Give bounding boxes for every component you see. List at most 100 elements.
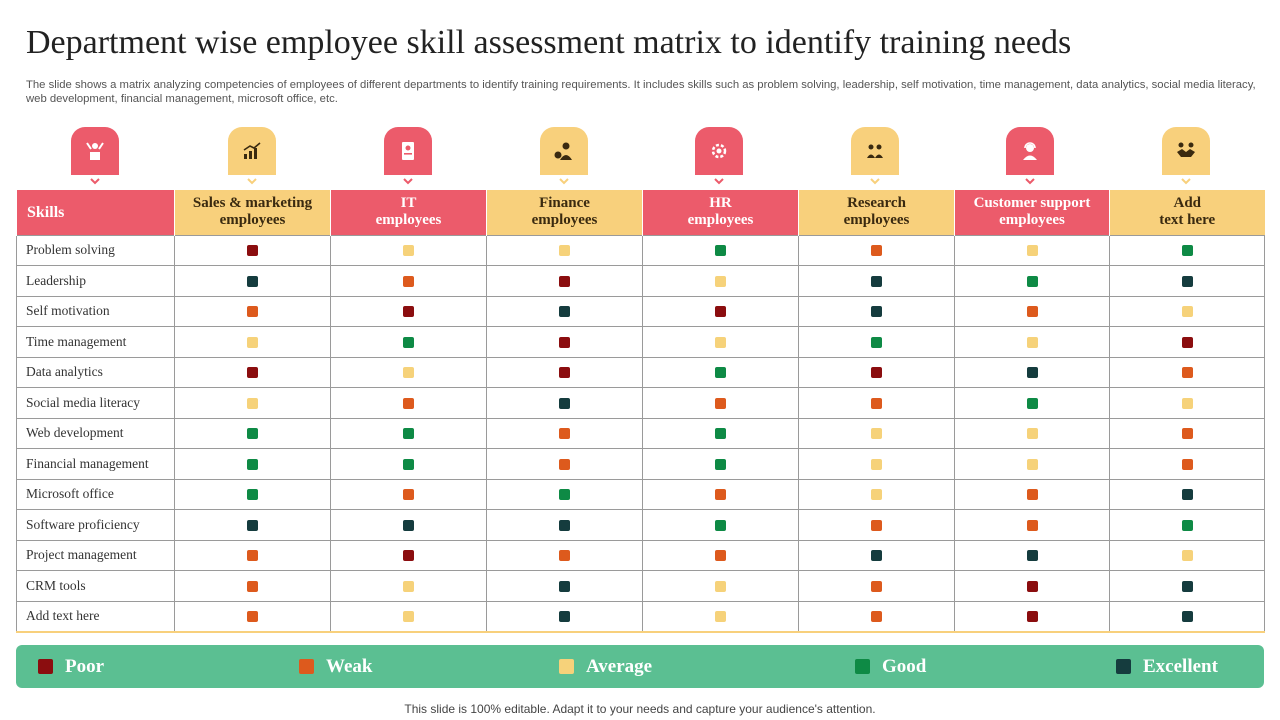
chevron-down-icon	[403, 178, 413, 185]
column-header-line1: Finance	[539, 195, 590, 212]
chevron-down-icon	[1025, 178, 1035, 185]
rating-cell	[486, 478, 643, 510]
column-header-line1: HR	[709, 195, 732, 212]
table-row: Software proficiency	[16, 509, 1265, 541]
legend-item-good: Good	[855, 645, 926, 688]
legend-label: Excellent	[1143, 655, 1218, 677]
skill-label: CRM tools	[16, 570, 175, 602]
rating-excellent-marker	[559, 580, 570, 592]
rating-cell	[174, 234, 331, 266]
rating-cell	[1109, 570, 1265, 602]
rating-good-marker	[247, 489, 258, 501]
rating-average-marker	[715, 275, 726, 287]
rating-cell	[954, 478, 1110, 510]
rating-cell	[330, 600, 487, 633]
table-row: Microsoft office	[16, 478, 1265, 510]
rating-average-marker	[715, 336, 726, 348]
rating-cell	[642, 570, 799, 602]
chevron-down-icon	[559, 178, 569, 185]
rating-cell	[1109, 356, 1265, 388]
table-row: Problem solving	[16, 234, 1265, 266]
rating-average-marker	[1026, 428, 1038, 440]
legend-label: Weak	[326, 655, 373, 677]
table-row: Financial management	[16, 448, 1265, 480]
rating-cell	[1109, 326, 1265, 358]
rating-cell	[330, 265, 487, 297]
rating-cell	[954, 448, 1110, 480]
table-body: Problem solving Leadership Self motivation…	[16, 234, 1265, 633]
rating-cell	[174, 600, 331, 633]
presenter-icon	[86, 142, 104, 160]
rating-cell	[954, 570, 1110, 602]
rating-cell	[954, 600, 1110, 633]
rating-cell	[954, 539, 1110, 571]
legend-item-excellent: Excellent	[1116, 645, 1218, 688]
rating-cell	[330, 234, 487, 266]
rating-weak-marker	[403, 275, 414, 287]
rating-weak-marker	[247, 610, 258, 622]
legend-item-weak: Weak	[299, 645, 372, 688]
rating-weak-marker	[871, 610, 882, 622]
table-row: Project management	[16, 539, 1265, 571]
rating-excellent-marker	[871, 275, 882, 287]
rating-cell	[486, 539, 643, 571]
gear-team-icon	[711, 143, 727, 159]
column-header-line2: employees	[687, 212, 754, 229]
rating-cell	[1109, 234, 1265, 266]
rating-cell	[642, 478, 799, 510]
rating-cell	[642, 234, 799, 266]
rating-weak-marker	[715, 397, 726, 409]
table-row: Data analytics	[16, 356, 1265, 388]
rating-cell	[798, 265, 955, 297]
rating-excellent-marker	[403, 519, 414, 531]
rating-cell	[330, 356, 487, 388]
footer-note: This slide is 100% editable. Adapt it to…	[404, 702, 876, 716]
rating-cell	[642, 387, 799, 419]
rating-cell	[798, 356, 955, 388]
rating-excellent-marker	[871, 550, 882, 562]
column-header-3: Finance employees	[486, 190, 643, 235]
legend-swatch	[1116, 659, 1131, 674]
rating-cell	[798, 326, 955, 358]
rating-weak-marker	[1026, 306, 1038, 318]
rating-good-marker	[715, 367, 726, 379]
rating-excellent-marker	[1181, 610, 1193, 622]
rating-average-marker	[1181, 550, 1193, 562]
rating-average-marker	[403, 610, 414, 622]
skill-label: Time management	[16, 326, 175, 358]
rating-average-marker	[1181, 306, 1193, 318]
rating-average-marker	[715, 580, 726, 592]
rating-excellent-marker	[247, 275, 258, 287]
skills-header: Skills	[16, 190, 175, 235]
rating-cell	[1109, 417, 1265, 449]
chevron-down-icon	[714, 178, 724, 185]
rating-cell	[954, 326, 1110, 358]
rating-excellent-marker	[559, 397, 570, 409]
growth-chart-icon	[243, 142, 261, 159]
rating-good-marker	[1181, 519, 1193, 531]
rating-cell	[174, 265, 331, 297]
rating-cell	[798, 295, 955, 327]
legend-swatch	[559, 659, 574, 674]
legend-swatch	[855, 659, 870, 674]
rating-average-marker	[559, 245, 570, 257]
rating-cell	[330, 539, 487, 571]
rating-weak-marker	[715, 550, 726, 562]
rating-cell	[486, 234, 643, 266]
rating-cell	[174, 478, 331, 510]
rating-cell	[798, 478, 955, 510]
rating-legend: Poor Weak Average Good Excellent	[16, 645, 1264, 688]
rating-cell	[642, 509, 799, 541]
table-header-row: Skills Sales & marketing employees IT emplo…	[16, 190, 1265, 235]
column-header-line1: Research	[847, 195, 906, 212]
rating-cell	[1109, 387, 1265, 419]
rating-cell	[954, 387, 1110, 419]
rating-cell	[798, 570, 955, 602]
rating-average-marker	[871, 489, 882, 501]
rating-average-marker	[871, 428, 882, 440]
rating-average-marker	[1026, 245, 1038, 257]
rating-good-marker	[715, 428, 726, 440]
rating-average-marker	[403, 367, 414, 379]
skill-label: Data analytics	[16, 356, 175, 388]
rating-cell	[486, 417, 643, 449]
